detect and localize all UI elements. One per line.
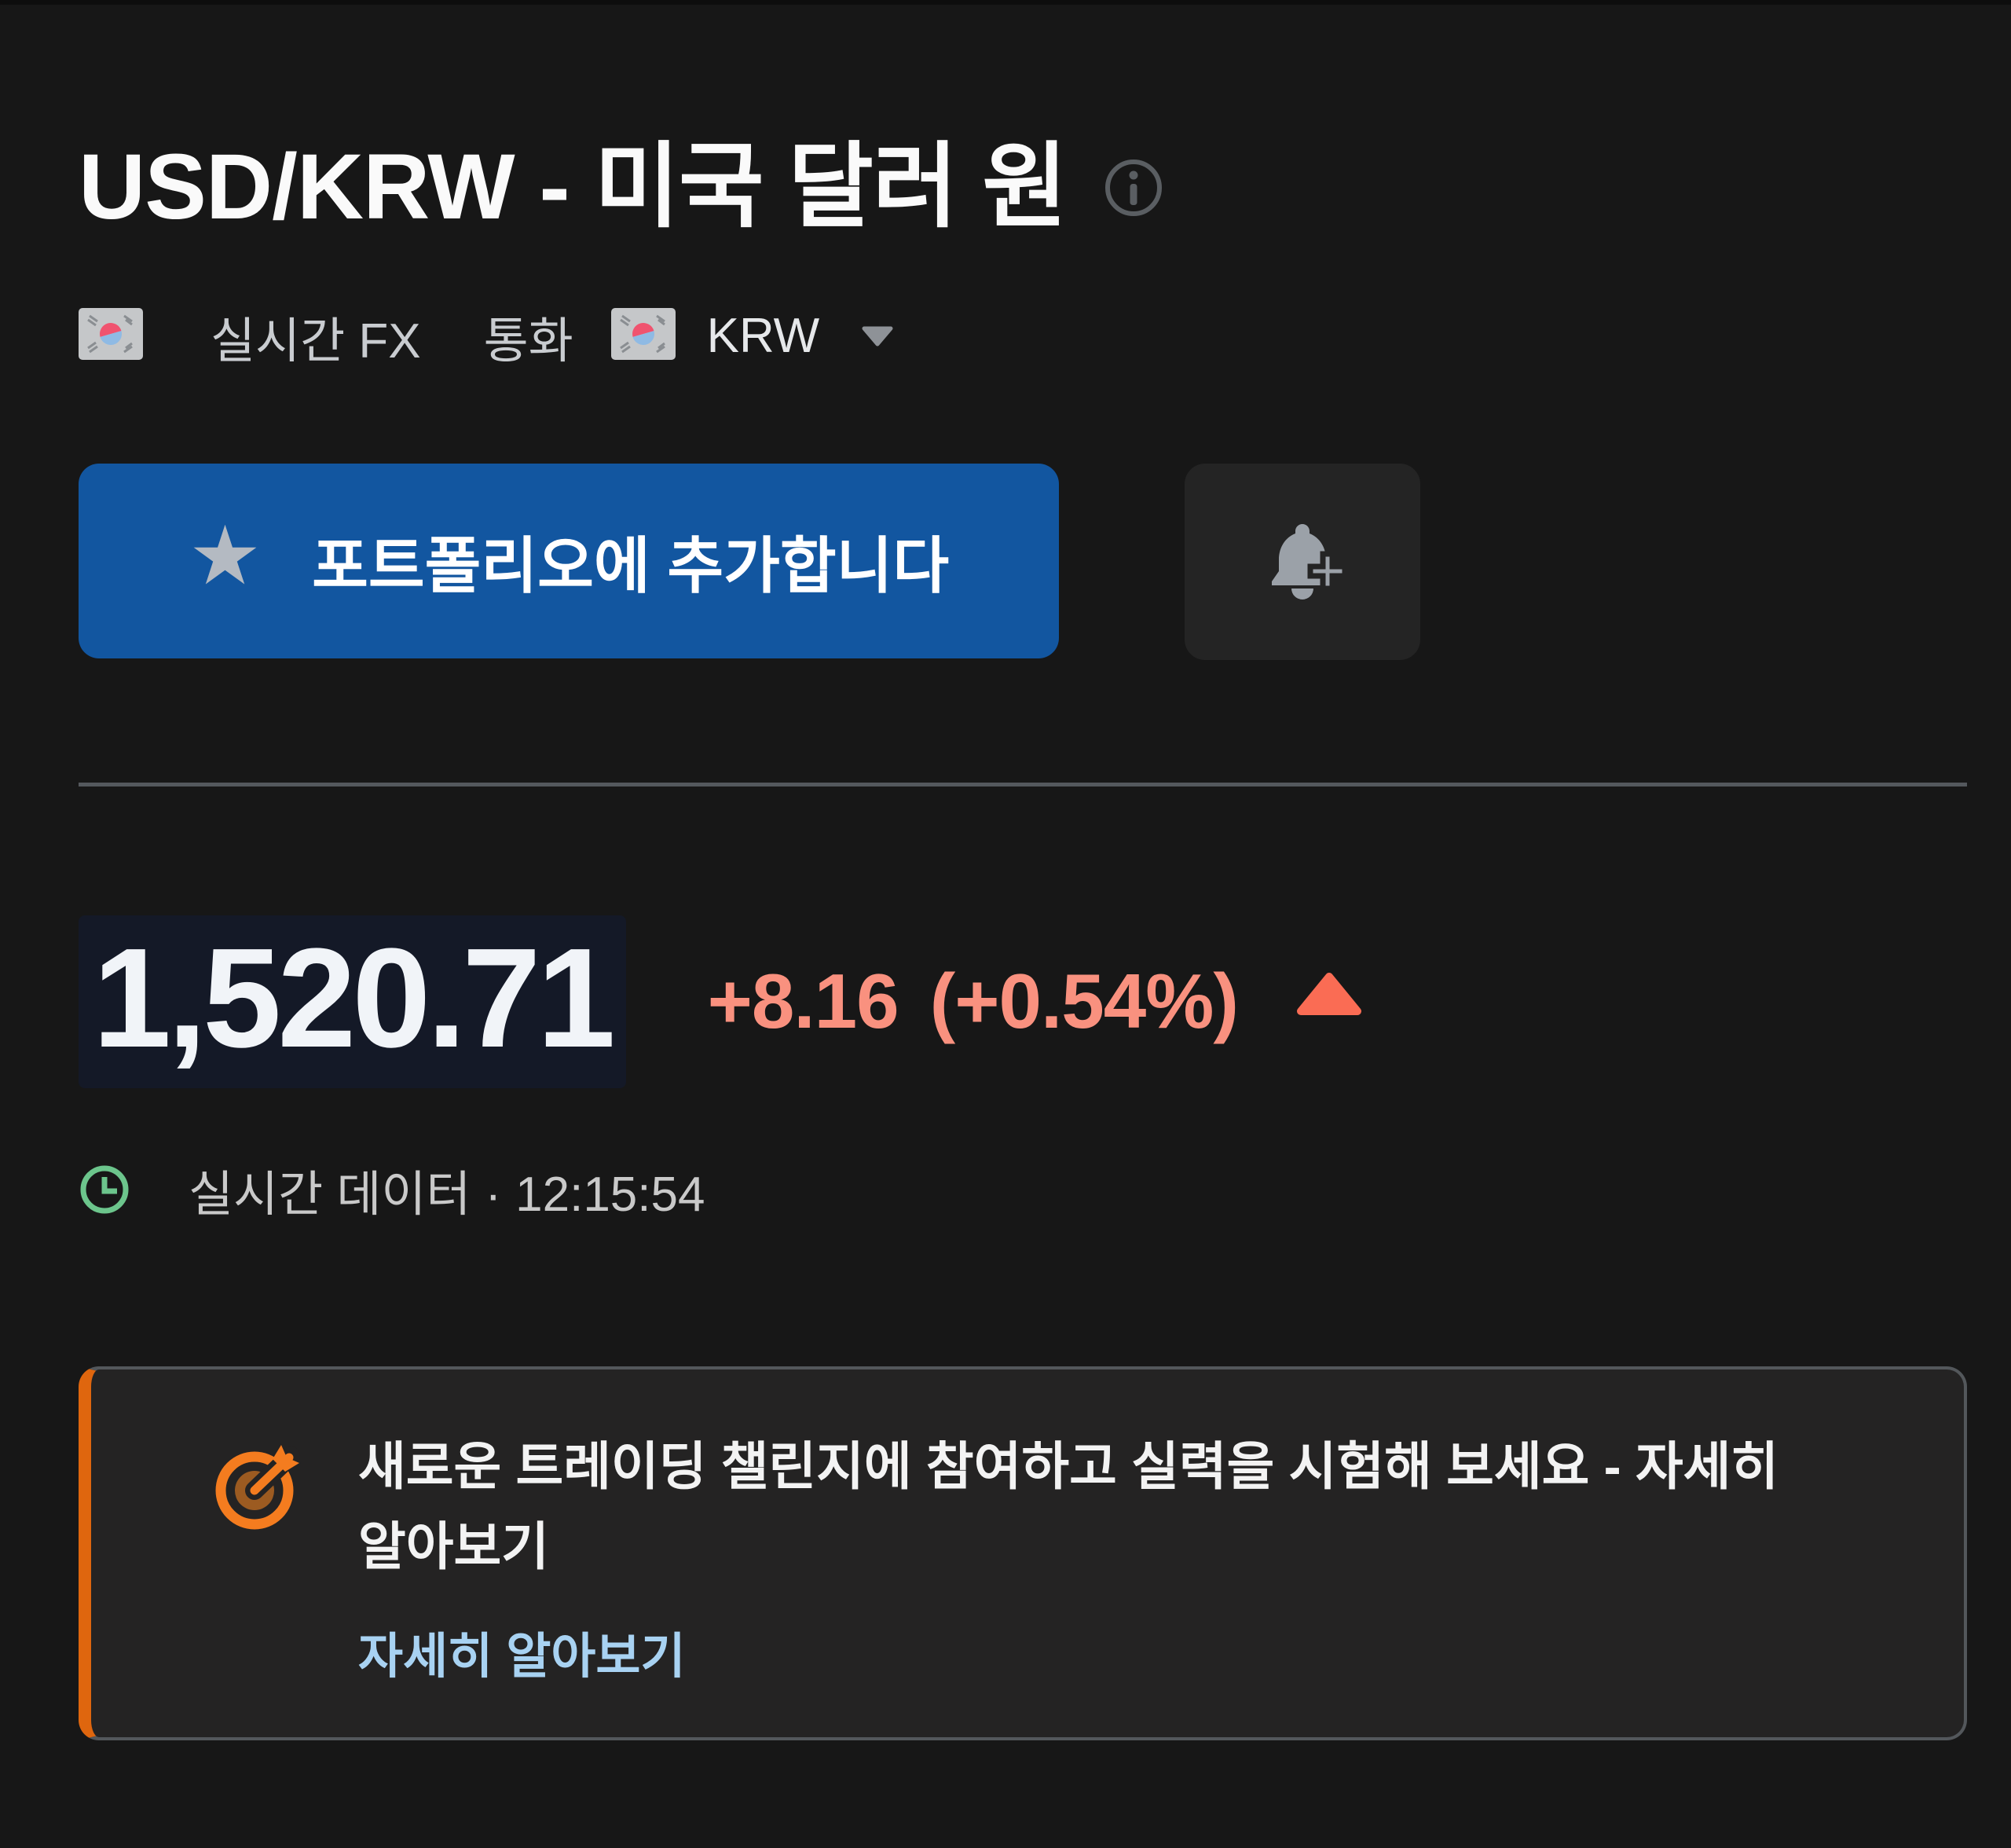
realtime-status: 실시간 데이터 · 12:15:54 [79, 1154, 1967, 1225]
instrument-meta: 실시간 FX 통화 KRW [79, 308, 1967, 368]
info-circle-icon[interactable] [1103, 157, 1164, 218]
change-percent: (+0.54%) [929, 958, 1239, 1045]
header: USD/KRW - 미국 달러 원 [79, 132, 1967, 244]
status-separator: · [485, 1167, 502, 1222]
last-price: 1,520.71 [93, 918, 616, 1077]
page-title: USD/KRW - 미국 달러 원 [79, 135, 1068, 239]
status-time: 12:15:54 [515, 1167, 705, 1222]
bell-plus-icon [1255, 515, 1350, 609]
price-highlight: 1,520.71 [79, 915, 626, 1088]
actions: ★ 포트폴리오에 추가합니다 [79, 463, 1967, 660]
market-type-label: 실시간 FX [211, 314, 421, 368]
learn-more-link[interactable]: 자세히 알아보기 [358, 1630, 686, 1685]
realtime-status-text: 실시간 데이터 · 12:15:54 [189, 1154, 705, 1225]
change-value: +8.16 [707, 958, 899, 1045]
create-alert-button[interactable] [1185, 463, 1420, 660]
south-korea-flag-icon [79, 308, 143, 364]
instrument-type-label: 통화 [483, 314, 573, 368]
price-change: +8.16 (+0.54%) [707, 957, 1239, 1046]
star-icon: ★ [188, 510, 262, 602]
add-to-portfolio-label: 포트폴리오에 추가합니다 [312, 530, 950, 600]
south-korea-flag-icon [610, 308, 676, 364]
divider [79, 782, 1967, 786]
target-arrow-icon [211, 1437, 308, 1534]
quote: 1,520.71 +8.16 (+0.54%) [79, 915, 1967, 1088]
instrument-overview-page: USD/KRW - 미국 달러 원 [0, 132, 2011, 1741]
realtime-label: 실시간 데이터 [189, 1167, 471, 1222]
triangle-up-icon [1296, 972, 1362, 1016]
clock-icon [79, 1164, 130, 1216]
currency-label: KRW [706, 309, 820, 364]
add-to-portfolio-button[interactable]: ★ 포트폴리오에 추가합니다 [79, 463, 1059, 658]
chevron-down-icon [860, 324, 895, 348]
trading-challenge-banner: 새로운 트레이딩 챌린지에 참여하고 실력을 시험해 보세요 - 자세히 알아보… [79, 1366, 1967, 1741]
currency-dropdown[interactable]: KRW [610, 308, 896, 364]
banner-message: 새로운 트레이딩 챌린지에 참여하고 실력을 시험해 보세요 - 자세히 알아보… [358, 1436, 1779, 1575]
banner-body: 새로운 트레이딩 챌린지에 참여하고 실력을 시험해 보세요 - 자세히 알아보… [358, 1426, 1917, 1688]
